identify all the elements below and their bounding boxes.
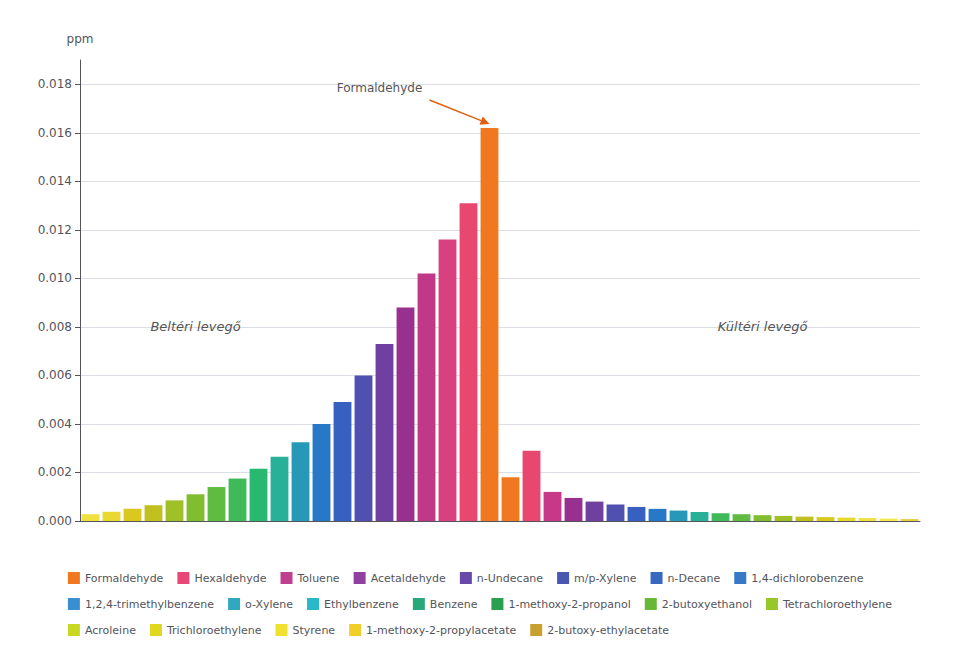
svg-text:Formaldehyde: Formaldehyde (85, 572, 164, 585)
svg-text:n-Decane: n-Decane (668, 572, 721, 585)
svg-text:Hexaldehyde: Hexaldehyde (194, 572, 266, 585)
svg-text:o-Xylene: o-Xylene (245, 598, 293, 611)
svg-text:2-butoxyethanol: 2-butoxyethanol (662, 598, 752, 611)
svg-text:1-methoxy-2-propylacetate: 1-methoxy-2-propylacetate (366, 624, 516, 637)
svg-text:Beltéri levegő: Beltéri levegő (150, 319, 241, 334)
svg-text:Formaldehyde: Formaldehyde (337, 81, 423, 95)
svg-text:Ethylbenzene: Ethylbenzene (324, 598, 399, 611)
svg-text:1,2,4-trimethylbenzene: 1,2,4-trimethylbenzene (85, 598, 214, 611)
svg-text:n-Undecane: n-Undecane (477, 572, 543, 585)
svg-text:Acetaldehyde: Acetaldehyde (371, 572, 446, 585)
svg-text:0.006: 0.006 (38, 368, 72, 382)
svg-text:0.002: 0.002 (38, 465, 72, 479)
svg-text:0.010: 0.010 (38, 271, 72, 285)
svg-text:Benzene: Benzene (430, 598, 478, 611)
svg-text:0.014: 0.014 (38, 174, 72, 188)
svg-text:ppm: ppm (67, 32, 94, 46)
svg-text:m/p-Xylene: m/p-Xylene (574, 572, 637, 585)
svg-text:0.004: 0.004 (38, 417, 72, 431)
svg-text:Toluene: Toluene (297, 572, 340, 585)
svg-text:0.000: 0.000 (38, 514, 72, 528)
svg-text:Acroleine: Acroleine (85, 624, 136, 637)
svg-text:1,4-dichlorobenzene: 1,4-dichlorobenzene (751, 572, 864, 585)
svg-text:0.012: 0.012 (38, 223, 72, 237)
svg-text:1-methoxy-2-propanol: 1-methoxy-2-propanol (508, 598, 630, 611)
svg-text:Kültéri levegő: Kültéri levegő (718, 319, 809, 334)
svg-text:Tetrachloroethylene: Tetrachloroethylene (782, 598, 892, 611)
svg-text:0.016: 0.016 (38, 126, 72, 140)
svg-text:0.018: 0.018 (38, 77, 72, 91)
svg-text:Styrene: Styrene (293, 624, 336, 637)
svg-text:2-butoxy-ethylacetate: 2-butoxy-ethylacetate (547, 624, 669, 637)
svg-text:0.008: 0.008 (38, 320, 72, 334)
svg-text:Trichloroethylene: Trichloroethylene (166, 624, 262, 637)
